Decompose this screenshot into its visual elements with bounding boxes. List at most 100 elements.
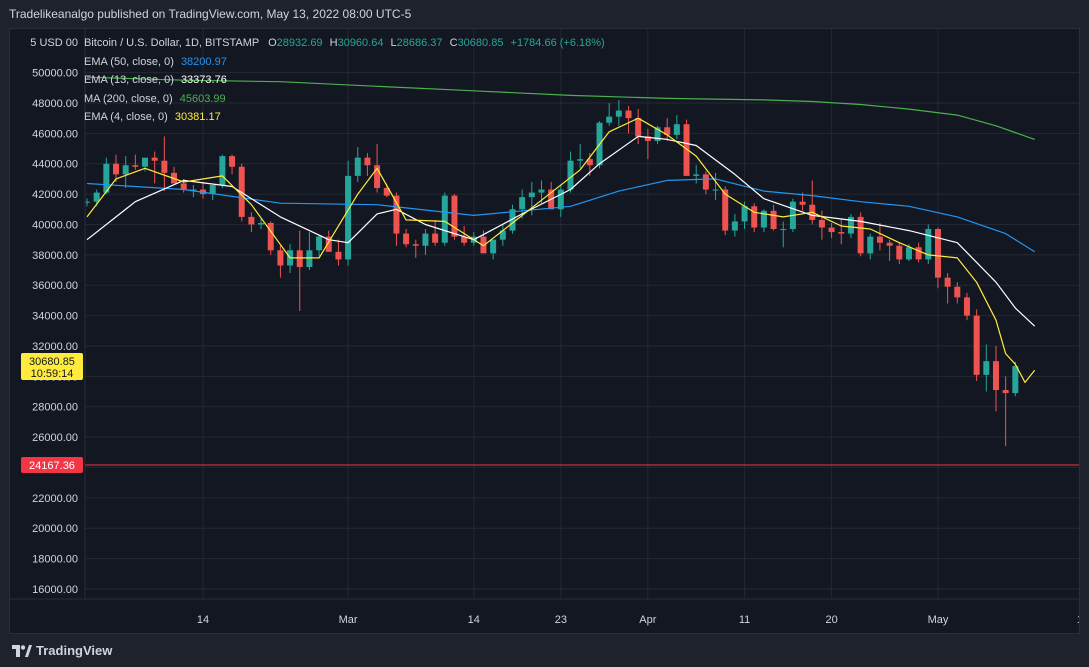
footer: TradingView xyxy=(0,634,1089,667)
candle-body xyxy=(992,361,999,391)
candle-body xyxy=(915,247,922,260)
candle-body xyxy=(828,227,835,233)
published-header: Tradelikeanalgo published on TradingView… xyxy=(0,0,1089,28)
candle-body xyxy=(886,242,893,246)
price-tick-label: 36000.00 xyxy=(32,280,78,292)
candle-body xyxy=(799,201,806,205)
candle-body xyxy=(741,206,748,222)
candle-body xyxy=(557,189,564,210)
time-tick-label: 11 xyxy=(739,614,750,626)
candle-body xyxy=(432,233,439,243)
ema13-label: EMA (13, close, 0) xyxy=(84,74,174,86)
ohlc-close: 30680.85 xyxy=(457,37,504,49)
price-tick-label: 18000.00 xyxy=(32,554,78,566)
candle-body xyxy=(345,175,352,260)
candle-body xyxy=(180,183,187,190)
candle-body xyxy=(567,160,574,190)
candles xyxy=(84,99,1019,447)
ma200-label: MA (200, close, 0) xyxy=(84,92,173,105)
time-tick-label: 23 xyxy=(555,614,567,626)
candle-body xyxy=(625,110,632,119)
candle-body xyxy=(654,127,661,141)
candle-body xyxy=(316,236,323,251)
ohlc-high-label: H xyxy=(329,37,338,49)
candle-body xyxy=(867,236,874,254)
candle-body xyxy=(606,116,613,123)
candle-body xyxy=(1012,366,1019,394)
time-tick-label: 20 xyxy=(825,614,837,626)
candle-body xyxy=(296,250,303,268)
candle-body xyxy=(770,210,777,230)
price-tick-label: 48000.00 xyxy=(32,98,78,110)
candle-body xyxy=(113,163,120,175)
time-axis[interactable]: 14 Mar 14 23 Apr 11 20 May 16 xyxy=(10,598,1079,626)
candle-body xyxy=(209,184,216,195)
candle-body xyxy=(857,216,864,254)
legend-symbol-row: Bitcoin / U.S. Dollar, 1D, BITSTAMP O289… xyxy=(84,34,605,53)
candle-body xyxy=(151,157,158,161)
current-price-badge xyxy=(21,353,83,381)
candle-body xyxy=(383,188,390,196)
candle-body xyxy=(760,210,767,228)
price-axis[interactable]: 16000.0018000.0020000.0022000.0024000.00… xyxy=(10,29,86,633)
candle-body xyxy=(838,232,845,234)
countdown-label: 10:59:14 xyxy=(31,368,74,380)
candle-body xyxy=(219,156,226,185)
published-text: Tradelikeanalgo published on TradingView… xyxy=(9,7,412,21)
price-tick-label: 42000.00 xyxy=(32,189,78,201)
candle-body xyxy=(702,174,709,190)
candle-body xyxy=(905,247,912,260)
candle-body xyxy=(354,157,361,176)
candle-body xyxy=(751,206,758,228)
time-tick-label: 14 xyxy=(468,614,480,626)
price-tick-label: 40000.00 xyxy=(32,219,78,231)
candle-body xyxy=(306,250,313,268)
price-tick-label: 32000.00 xyxy=(32,341,78,353)
legend-ma200-row[interactable]: MA (200, close, 0) 45603.99 xyxy=(84,90,605,109)
price-tick-label: 26000.00 xyxy=(32,432,78,444)
candle-body xyxy=(615,110,622,117)
candle-body xyxy=(780,229,787,231)
candle-body xyxy=(509,209,516,231)
ema4-line xyxy=(86,117,1036,383)
candle-body xyxy=(818,219,825,228)
price-chart[interactable]: 16000.0018000.0020000.0022000.0024000.00… xyxy=(10,29,1079,633)
candle-body xyxy=(267,222,274,251)
candle-body xyxy=(412,244,419,246)
ohlc-low-label: L xyxy=(390,37,397,49)
candle-body xyxy=(84,201,90,203)
grid xyxy=(85,29,1079,599)
candle-body xyxy=(325,236,332,252)
ma200-line xyxy=(86,76,1035,140)
ema50-value: 38200.97 xyxy=(180,55,227,68)
candle-body xyxy=(934,229,941,278)
candle-body xyxy=(847,216,854,234)
candle-body xyxy=(132,165,139,167)
candle-body xyxy=(644,136,651,141)
candle-body xyxy=(374,165,381,189)
candle-body xyxy=(577,159,584,161)
candle-body xyxy=(238,166,245,217)
legend-ema4-row[interactable]: EMA (4, close, 0) 30381.17 xyxy=(84,108,605,127)
ohlc-close-label: C xyxy=(449,37,458,49)
candle-body xyxy=(142,157,149,167)
candle-body xyxy=(103,163,110,193)
indicator-lines xyxy=(86,76,1036,383)
time-tick-label: 14 xyxy=(197,614,209,626)
time-tick-label: 16 xyxy=(1077,614,1079,626)
ema4-label: EMA (4, close, 0) xyxy=(84,111,168,123)
chart-frame[interactable]: 16000.0018000.0020000.0022000.0024000.00… xyxy=(9,28,1080,634)
ohlc-open-label: O xyxy=(268,37,277,49)
price-tick-label: 20000.00 xyxy=(32,523,78,535)
time-tick-label: May xyxy=(928,614,949,626)
legend-ema50-row[interactable]: EMA (50, close, 0) 38200.97 xyxy=(84,53,605,72)
ohlc-high: 30960.64 xyxy=(337,37,384,49)
legend-ema13-row[interactable]: EMA (13, close, 0) 33373.76 xyxy=(84,71,605,90)
ema13-line xyxy=(86,135,1036,327)
tradingview-logo-icon xyxy=(12,644,32,657)
candle-body xyxy=(248,216,255,225)
candle-body xyxy=(528,192,535,198)
candle-body xyxy=(1002,390,1009,394)
price-axis-bg xyxy=(10,29,85,633)
hline-price-label: 24167.36 xyxy=(29,460,75,472)
